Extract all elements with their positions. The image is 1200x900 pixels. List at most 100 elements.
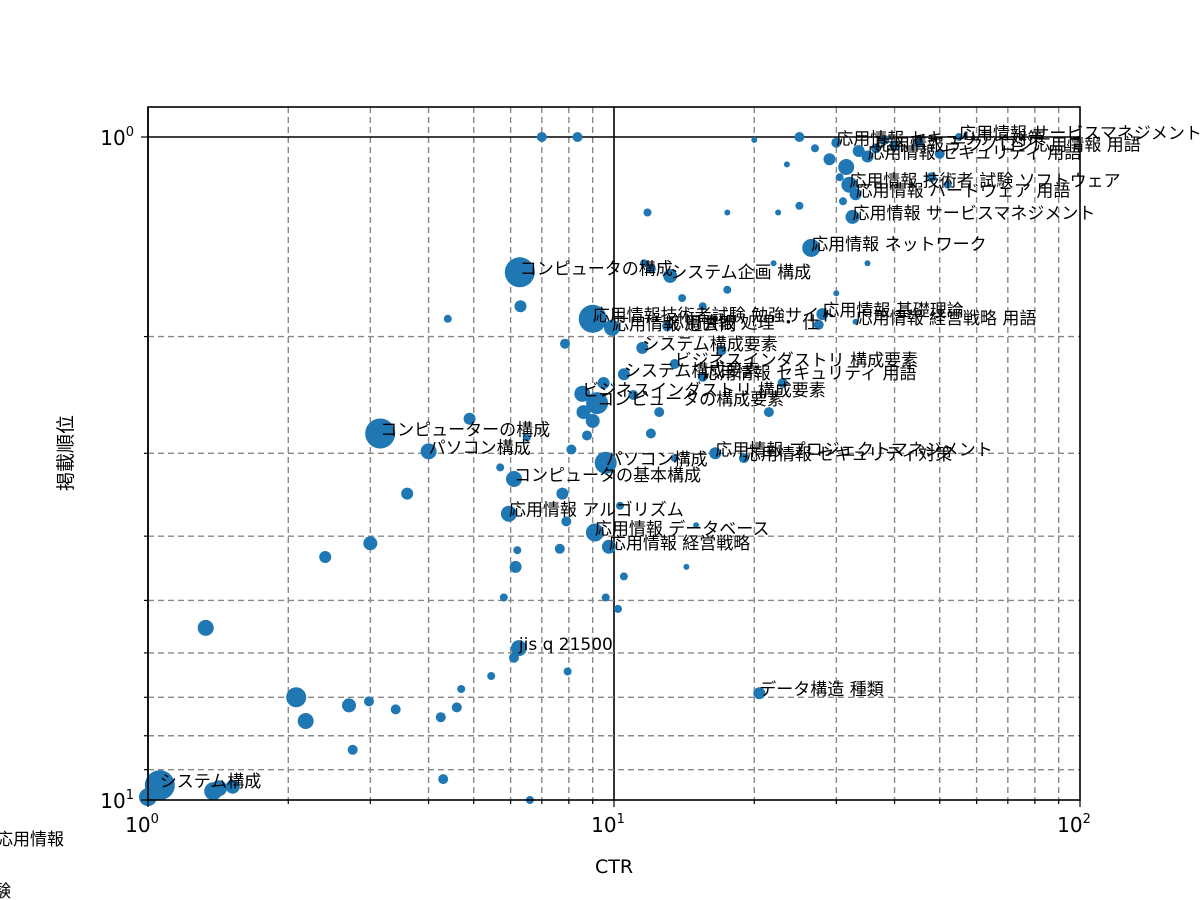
point-label: ビジネスインダストリ 構成要素 bbox=[675, 351, 918, 371]
point-label: 応用情報 テクノロジ応用情報 用語 bbox=[876, 135, 1141, 155]
data-point bbox=[770, 260, 777, 267]
data-point bbox=[319, 551, 332, 563]
data-point bbox=[926, 172, 937, 183]
data-point bbox=[794, 132, 805, 142]
data-point bbox=[831, 137, 842, 148]
point-label: ビジネスインダストリ 構成要素 bbox=[582, 381, 825, 401]
data-point bbox=[594, 451, 617, 474]
data-point bbox=[697, 371, 708, 382]
data-point bbox=[669, 359, 680, 369]
data-point bbox=[698, 302, 707, 311]
data-point bbox=[364, 696, 374, 707]
data-point bbox=[753, 687, 766, 700]
data-point bbox=[463, 412, 476, 425]
point-label: 応用情報 アルゴリズム bbox=[509, 500, 684, 521]
data-point bbox=[574, 385, 591, 402]
data-point bbox=[763, 407, 774, 418]
data-point bbox=[654, 407, 665, 418]
point-label: コンピュータの基本構成 bbox=[514, 466, 701, 486]
data-point bbox=[211, 780, 227, 797]
data-point bbox=[510, 640, 527, 657]
data-point bbox=[934, 148, 945, 159]
data-point bbox=[509, 560, 522, 573]
point-label: 応用情報 経営戦略 用語 bbox=[856, 309, 1037, 329]
data-point bbox=[619, 572, 628, 581]
data-point bbox=[601, 593, 610, 602]
point-label: 応用情報 セキュリティ 用語 bbox=[868, 144, 1082, 164]
data-point bbox=[601, 539, 616, 554]
point-label: jis q 21500 bbox=[518, 635, 613, 655]
point-label: 応用情報 経営戦略 bbox=[609, 534, 750, 554]
data-point bbox=[628, 390, 639, 400]
x-axis-label: CTR bbox=[595, 856, 633, 878]
point-label: 応用情報 ネットワーク bbox=[811, 235, 986, 255]
data-point bbox=[795, 201, 804, 210]
point-label: コンピューターの構成 bbox=[380, 421, 550, 441]
data-point bbox=[500, 505, 517, 522]
data-point bbox=[864, 260, 871, 267]
data-point bbox=[852, 145, 865, 157]
data-point bbox=[716, 345, 727, 356]
data-point bbox=[835, 173, 844, 182]
grid-lines bbox=[147, 107, 1080, 800]
data-point bbox=[879, 134, 890, 145]
data-point bbox=[560, 338, 570, 349]
data-point bbox=[561, 516, 572, 527]
data-point bbox=[572, 132, 583, 142]
point-label: 応用情報 データベース bbox=[595, 519, 770, 540]
y-axis-label: 掲載順位 bbox=[55, 415, 77, 491]
data-point bbox=[513, 546, 522, 555]
point-label: パソコン構成 bbox=[429, 438, 531, 458]
data-point bbox=[802, 238, 821, 257]
data-point bbox=[614, 604, 622, 613]
point-label: システム構成要素 bbox=[624, 361, 760, 381]
data-point bbox=[438, 774, 449, 785]
data-point bbox=[514, 300, 527, 313]
data-point bbox=[777, 378, 788, 388]
data-point bbox=[487, 672, 496, 680]
data-point bbox=[586, 392, 609, 415]
point-label: データ構造 種類 bbox=[759, 679, 883, 700]
data-point bbox=[225, 779, 240, 794]
data-point bbox=[678, 294, 687, 303]
data-point bbox=[597, 377, 610, 389]
data-point bbox=[645, 263, 656, 274]
data-point bbox=[286, 687, 307, 708]
x-tick-label: 102 bbox=[1057, 812, 1091, 837]
data-point bbox=[522, 433, 531, 442]
point-label: システム企画 構成 bbox=[670, 263, 811, 283]
data-point bbox=[365, 418, 396, 449]
overflow-label: 験 bbox=[0, 882, 11, 900]
data-point bbox=[582, 430, 592, 441]
data-point bbox=[585, 523, 604, 542]
data-point bbox=[738, 453, 749, 464]
data-point bbox=[724, 209, 731, 216]
data-point bbox=[563, 667, 572, 676]
data-point bbox=[839, 197, 847, 206]
data-point bbox=[783, 161, 790, 168]
data-point bbox=[578, 304, 607, 333]
overflow-label: 応用情報 bbox=[0, 830, 64, 850]
data-point bbox=[636, 341, 649, 354]
data-point bbox=[723, 285, 732, 294]
point-label: コンピュータの構成 bbox=[520, 259, 673, 279]
data-point bbox=[852, 318, 859, 325]
data-point bbox=[496, 463, 505, 472]
data-point bbox=[663, 268, 678, 283]
data-point bbox=[457, 685, 466, 693]
point-label: 応用情報 基礎理論 bbox=[822, 301, 963, 321]
data-point bbox=[506, 471, 522, 487]
data-point bbox=[197, 619, 214, 636]
data-point bbox=[390, 704, 401, 715]
data-point bbox=[816, 308, 829, 321]
data-point bbox=[504, 257, 535, 288]
point-label: 応用情報 ハードウェア 用語 bbox=[856, 181, 1071, 201]
point-label: 応用情報技術者試験 勉強サイト bbox=[593, 306, 836, 326]
data-point bbox=[640, 259, 648, 268]
data-point bbox=[576, 405, 591, 420]
data-point bbox=[604, 319, 620, 336]
data-point bbox=[645, 428, 656, 439]
